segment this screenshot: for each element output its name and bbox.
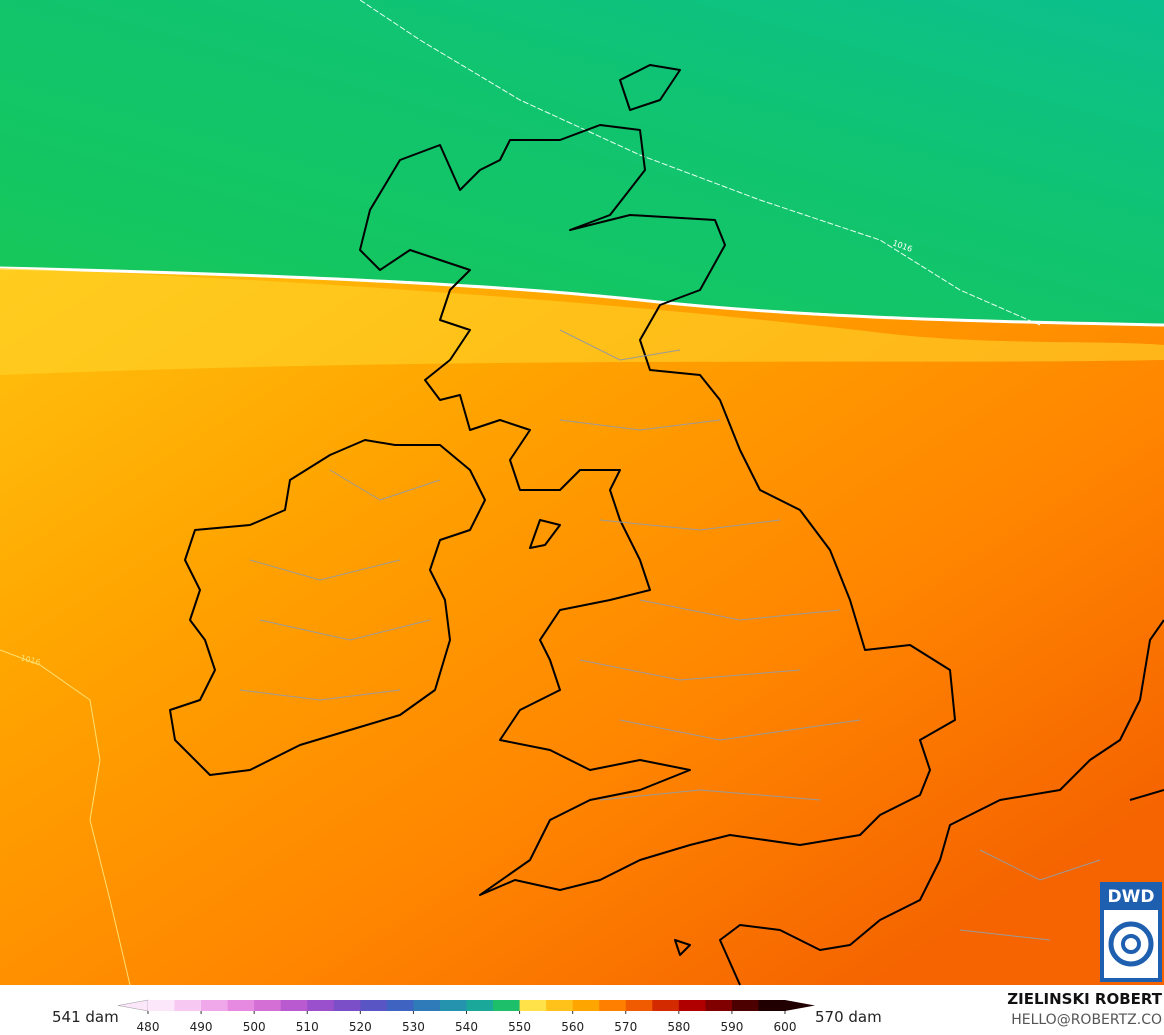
colorbar-segment	[280, 1000, 308, 1011]
colorbar-tick-label: 520	[349, 1020, 372, 1034]
logo-swirl	[1108, 921, 1154, 967]
colorbar-segment	[174, 1000, 202, 1011]
colorbar-tick-label: 490	[190, 1020, 213, 1034]
colorbar-segment	[652, 1000, 680, 1011]
colorbar-tick-label: 570	[614, 1020, 637, 1034]
colorbar-tick-label: 500	[243, 1020, 266, 1034]
colorbar-segment	[625, 1000, 653, 1011]
colorbar-tick-label: 560	[561, 1020, 584, 1034]
colorbar-segment	[360, 1000, 388, 1011]
colorbar-segment	[466, 1000, 494, 1011]
colorbar-segment	[758, 1000, 786, 1011]
colorbar-segment	[386, 1000, 414, 1011]
cold-field	[0, 0, 1164, 325]
colorbar-segment	[227, 1000, 255, 1011]
max-label: 570 dam	[815, 1008, 882, 1026]
colorbar-tick-label: 540	[455, 1020, 478, 1034]
colorbar-tick-label: 550	[508, 1020, 531, 1034]
colorbar-segment	[333, 1000, 361, 1011]
coastline-continent	[719, 619, 1164, 986]
yellow-band	[0, 268, 1164, 375]
isobar	[0, 649, 131, 986]
colorbar-tick-label: 580	[667, 1020, 690, 1034]
credit-author: ZIELINSKI ROBERT	[1007, 990, 1162, 1008]
colorbar-segment	[439, 1000, 467, 1011]
colorbar-segment	[413, 1000, 441, 1011]
colorbar-tick-label: 510	[296, 1020, 319, 1034]
colorbar-tick-label: 590	[720, 1020, 743, 1034]
colorbar-segment	[546, 1000, 574, 1011]
colorbar-segment	[572, 1000, 600, 1011]
colorbar-tip	[117, 999, 149, 1012]
colorbar-segment	[307, 1000, 335, 1011]
colorbar-segment	[493, 1000, 521, 1011]
colorbar-tip	[785, 1000, 815, 1011]
min-label: 541 dam	[52, 1008, 119, 1026]
colorbar-segment	[519, 1000, 547, 1011]
map: 1016 1016 DWD	[0, 0, 1164, 986]
colorbar-tick-label: 480	[137, 1020, 160, 1034]
logo-text: DWD	[1108, 887, 1155, 907]
isobar	[359, 0, 1041, 326]
contour-line	[0, 266, 1164, 327]
coastline-ireland	[169, 439, 486, 776]
colorbar-segment	[254, 1000, 282, 1011]
colorbar-segment	[148, 1000, 176, 1011]
coastline-islands	[529, 64, 691, 956]
colorbar-tick-label: 600	[774, 1020, 797, 1034]
logo-swirl	[1121, 934, 1141, 954]
coastline-great-britain	[359, 124, 956, 896]
colorbar-segment	[201, 1000, 229, 1011]
colorbar-tick-label: 530	[402, 1020, 425, 1034]
colorbar: 541 dam 570 dam 480 490 500 510 520 530 540 550…	[52, 999, 882, 1034]
colorbar-segment	[599, 1000, 627, 1011]
admin-borders	[239, 329, 1101, 941]
colorbar-segment	[678, 1000, 706, 1011]
colorbar-segment	[731, 1000, 759, 1011]
credit-contact: HELLO@ROBERTZ.CO	[1011, 1012, 1162, 1028]
colorbar-segment	[705, 1000, 733, 1011]
